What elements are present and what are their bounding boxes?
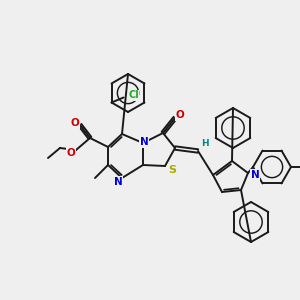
Text: H: H <box>201 139 209 148</box>
Text: S: S <box>168 165 176 175</box>
Text: Cl: Cl <box>128 91 139 100</box>
Text: O: O <box>176 110 184 120</box>
Text: O: O <box>70 118 80 128</box>
Text: N: N <box>114 177 122 187</box>
Text: O: O <box>67 148 75 158</box>
Text: N: N <box>140 137 148 147</box>
Text: N: N <box>250 170 260 180</box>
